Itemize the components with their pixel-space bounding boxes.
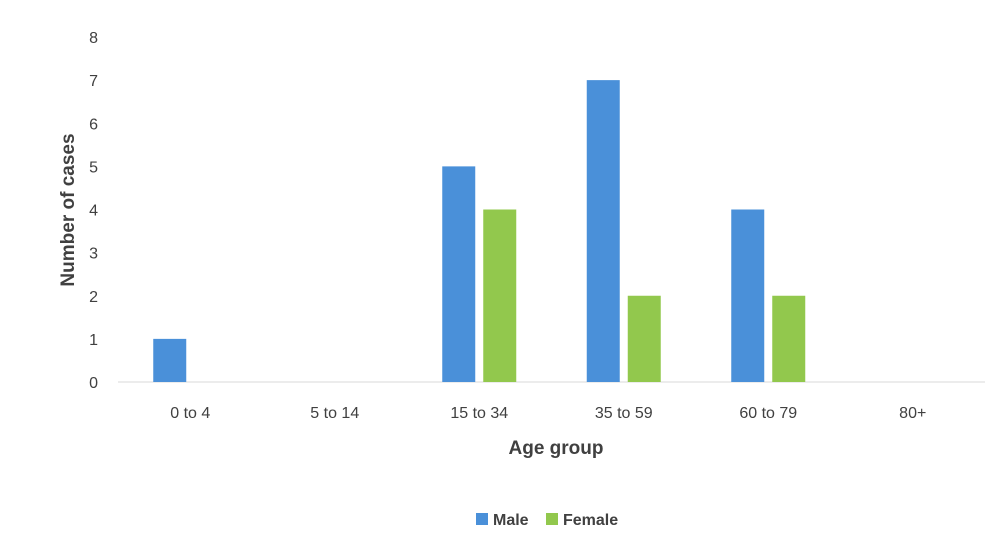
bar-male-4 (731, 209, 765, 382)
x-tick-label: 15 to 34 (450, 405, 508, 422)
y-tick-label: 3 (89, 246, 98, 263)
bar-female-2 (483, 209, 517, 382)
legend-label-male: Male (493, 512, 529, 529)
y-tick-label: 4 (89, 203, 98, 220)
y-tick-label: 6 (89, 116, 98, 133)
legend-swatch-male (476, 513, 488, 525)
y-axis-ticks: 0 1 2 3 4 5 6 7 8 (89, 30, 98, 392)
bar-female-4 (772, 295, 806, 382)
y-tick-label: 7 (89, 73, 98, 90)
y-tick-label: 8 (89, 30, 98, 47)
bar-male-0 (153, 338, 187, 382)
x-tick-label: 5 to 14 (310, 405, 359, 422)
bar-male-3 (586, 80, 620, 382)
x-tick-label: 35 to 59 (595, 405, 653, 422)
legend-swatch-female (546, 513, 558, 525)
bars (153, 80, 806, 382)
y-tick-label: 0 (89, 375, 98, 392)
y-axis-title: Number of cases (58, 133, 79, 286)
y-tick-label: 1 (89, 332, 98, 349)
bar-male-2 (442, 166, 476, 382)
x-axis-title: Age group (509, 438, 604, 459)
y-tick-label: 2 (89, 289, 98, 306)
x-tick-label: 60 to 79 (739, 405, 797, 422)
bar-female-3 (627, 295, 661, 382)
y-tick-label: 5 (89, 159, 98, 176)
x-tick-label: 0 to 4 (170, 405, 210, 422)
legend: Male Female (476, 512, 618, 529)
legend-label-female: Female (563, 512, 618, 529)
x-axis-ticks: 0 to 4 5 to 14 15 to 34 35 to 59 60 to 79 80+ (170, 405, 926, 422)
x-tick-label: 80+ (899, 405, 926, 422)
